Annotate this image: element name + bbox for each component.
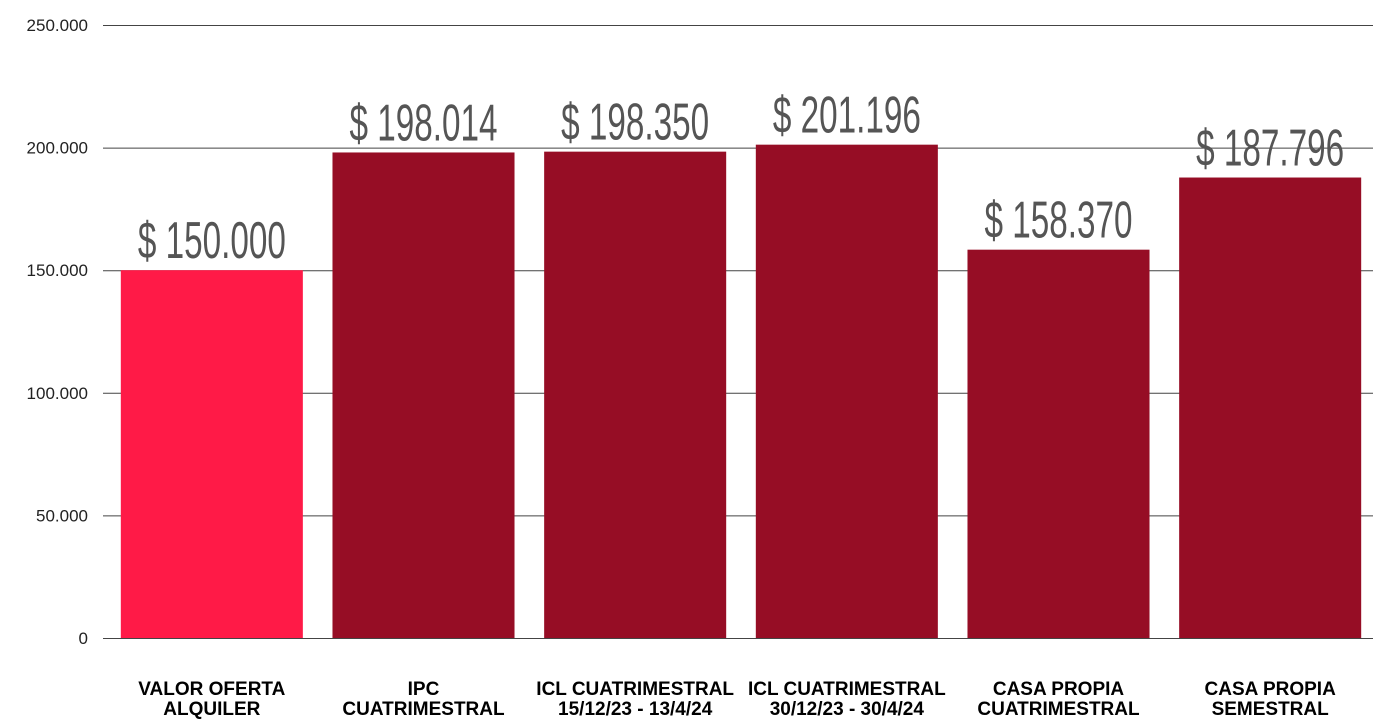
bar: [967, 249, 1150, 638]
x-axis-category-labels: VALOR OFERTAALQUILERIPCCUATRIMESTRALICL …: [138, 679, 1336, 720]
category-label: CASA PROPIA: [1205, 679, 1337, 700]
data-label: $ 201.196: [773, 87, 921, 145]
data-label: $ 198.014: [350, 94, 498, 152]
category-label: IPC: [408, 679, 440, 700]
category-label: 30/12/23 - 30/4/24: [770, 699, 925, 720]
bar: [1179, 177, 1362, 638]
y-tick-label: 0: [79, 629, 88, 648]
y-axis-tick-labels: 0 50.000 100.000 150.000 200.000 250.000: [27, 16, 88, 648]
y-tick-label: 100.000: [27, 384, 88, 403]
category-label: ICL CUATRIMESTRAL: [748, 679, 946, 700]
category-label: ALQUILER: [163, 699, 260, 720]
data-label: $ 198.350: [561, 94, 709, 152]
bar: [544, 151, 727, 638]
category-label: CUATRIMESTRAL: [977, 699, 1140, 720]
data-label: $ 158.370: [985, 192, 1133, 250]
bar: [755, 144, 938, 638]
category-label: VALOR OFERTA: [138, 679, 285, 700]
data-label: $ 187.796: [1196, 120, 1344, 178]
y-tick-label: 200.000: [27, 139, 88, 158]
data-labels: $ 150.000 $ 198.014 $ 198.350 $ 201.196 $ 15…: [138, 87, 1344, 271]
category-label: CUATRIMESTRAL: [342, 699, 505, 720]
bar: [332, 152, 515, 638]
y-tick-label: 50.000: [36, 506, 88, 525]
bar: [120, 270, 303, 638]
category-label: SEMESTRAL: [1212, 699, 1330, 720]
gridlines: [103, 25, 1373, 639]
bars: [120, 144, 1362, 638]
category-label: 15/12/23 - 13/4/24: [558, 699, 713, 720]
data-label: $ 150.000: [138, 212, 286, 270]
category-label: ICL CUATRIMESTRAL: [536, 679, 734, 700]
y-tick-label: 150.000: [27, 261, 88, 280]
category-label: CASA PROPIA: [993, 679, 1125, 700]
y-tick-label: 250.000: [27, 16, 88, 35]
